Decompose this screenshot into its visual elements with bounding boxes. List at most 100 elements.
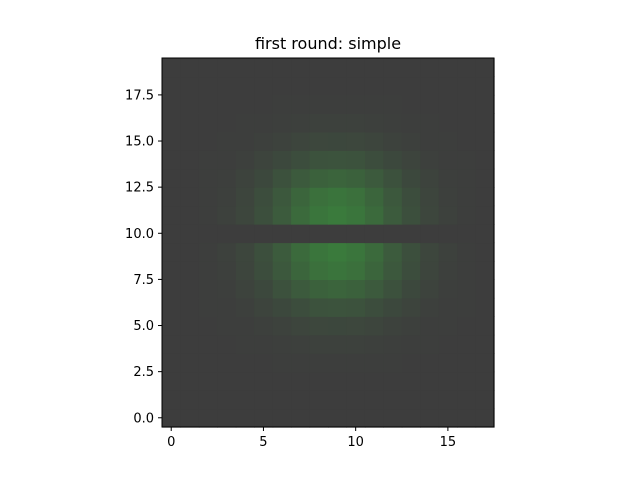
heatmap-cell — [309, 390, 329, 410]
heatmap-cell — [457, 242, 477, 262]
heatmap-cell — [291, 408, 311, 428]
heatmap-cell — [401, 168, 421, 188]
heatmap-cell — [198, 297, 218, 317]
heatmap-cell — [475, 371, 495, 391]
heatmap-cell — [180, 316, 200, 336]
heatmap-cell — [475, 76, 495, 96]
heatmap-cell — [235, 150, 255, 170]
x-tick-label: 10 — [347, 435, 364, 450]
heatmap-cell — [346, 408, 366, 428]
heatmap-cell — [457, 131, 477, 151]
heatmap-cell — [180, 76, 200, 96]
heatmap-cell — [254, 371, 274, 391]
heatmap-cell — [328, 58, 348, 78]
heatmap-cell — [198, 260, 218, 280]
heatmap-cell — [346, 316, 366, 336]
heatmap-cell — [217, 224, 237, 244]
heatmap-cell — [235, 353, 255, 373]
y-tick-label: 12.5 — [125, 181, 154, 196]
heatmap-cell — [364, 242, 384, 262]
heatmap-cell — [328, 390, 348, 410]
heatmap-cell — [364, 353, 384, 373]
heatmap-cell — [254, 113, 274, 133]
heatmap-cell — [217, 316, 237, 336]
chart-title: first round: simple — [255, 34, 401, 53]
heatmap-cell — [364, 168, 384, 188]
heatmap-cell — [254, 94, 274, 114]
heatmap-cell — [475, 390, 495, 410]
heatmap-cell — [291, 187, 311, 207]
heatmap-cell — [383, 242, 403, 262]
heatmap-cell — [235, 242, 255, 262]
heatmap-cell — [180, 94, 200, 114]
heatmap-cell — [364, 76, 384, 96]
heatmap-cell — [420, 187, 440, 207]
plot-frame — [161, 57, 495, 428]
heatmap-cell — [346, 297, 366, 317]
heatmap-cell — [346, 353, 366, 373]
heatmap-cell — [198, 390, 218, 410]
heatmap-cell — [420, 334, 440, 354]
heatmap-cell — [217, 94, 237, 114]
heatmap-cell — [272, 113, 292, 133]
heatmap-cell — [217, 58, 237, 78]
heatmap-cell — [475, 224, 495, 244]
heatmap-cell — [438, 113, 458, 133]
heatmap-cell — [198, 279, 218, 299]
heatmap-cell — [291, 131, 311, 151]
heatmap-cell — [328, 408, 348, 428]
heatmap-cell — [401, 297, 421, 317]
heatmap-cell — [291, 390, 311, 410]
heatmap-cell — [217, 131, 237, 151]
y-axis: 0.0 2.5 5.0 7.5 10.0 12.5 15.0 17.5 — [125, 88, 162, 426]
heatmap-cell — [162, 260, 182, 280]
heatmap-cell — [475, 334, 495, 354]
heatmap-cell — [475, 353, 495, 373]
heatmap-cell — [475, 131, 495, 151]
heatmap-cell — [420, 94, 440, 114]
heatmap-cell — [291, 260, 311, 280]
heatmap-cell — [309, 260, 329, 280]
heatmap-cell — [328, 353, 348, 373]
heatmap-cell — [309, 205, 329, 225]
heatmap-cell — [254, 260, 274, 280]
heatmap-cell — [198, 76, 218, 96]
heatmap-cell — [217, 187, 237, 207]
x-tick-label: 5 — [259, 435, 267, 450]
heatmap-cell — [180, 297, 200, 317]
heatmap-cell — [438, 187, 458, 207]
heatmap-cell — [180, 390, 200, 410]
heatmap-cell — [438, 408, 458, 428]
heatmap-cell — [364, 260, 384, 280]
heatmap-cell — [383, 113, 403, 133]
heatmap-cell — [457, 187, 477, 207]
heatmap-cell — [401, 58, 421, 78]
heatmap-cell — [180, 150, 200, 170]
heatmap-cell — [254, 187, 274, 207]
heatmap-cell — [180, 242, 200, 262]
heatmap-cell — [309, 408, 329, 428]
heatmap-cells — [162, 58, 495, 428]
heatmap-cell — [383, 408, 403, 428]
heatmap-cell — [401, 390, 421, 410]
heatmap-cell — [217, 297, 237, 317]
heatmap-cell — [272, 334, 292, 354]
heatmap-cell — [162, 76, 182, 96]
heatmap-cell — [457, 316, 477, 336]
heatmap-cell — [475, 94, 495, 114]
heatmap-cell — [475, 242, 495, 262]
heatmap-cell — [420, 150, 440, 170]
heatmap-cell — [180, 205, 200, 225]
heatmap-cell — [235, 76, 255, 96]
heatmap-cell — [235, 113, 255, 133]
heatmap-cell — [254, 390, 274, 410]
heatmap-cell — [272, 371, 292, 391]
heatmap-cell — [309, 168, 329, 188]
heatmap-cell — [272, 279, 292, 299]
heatmap-cell — [475, 58, 495, 78]
heatmap-cell — [328, 150, 348, 170]
heatmap-cell — [309, 353, 329, 373]
heatmap-cell — [198, 187, 218, 207]
heatmap-cell — [254, 279, 274, 299]
heatmap-cell — [272, 58, 292, 78]
